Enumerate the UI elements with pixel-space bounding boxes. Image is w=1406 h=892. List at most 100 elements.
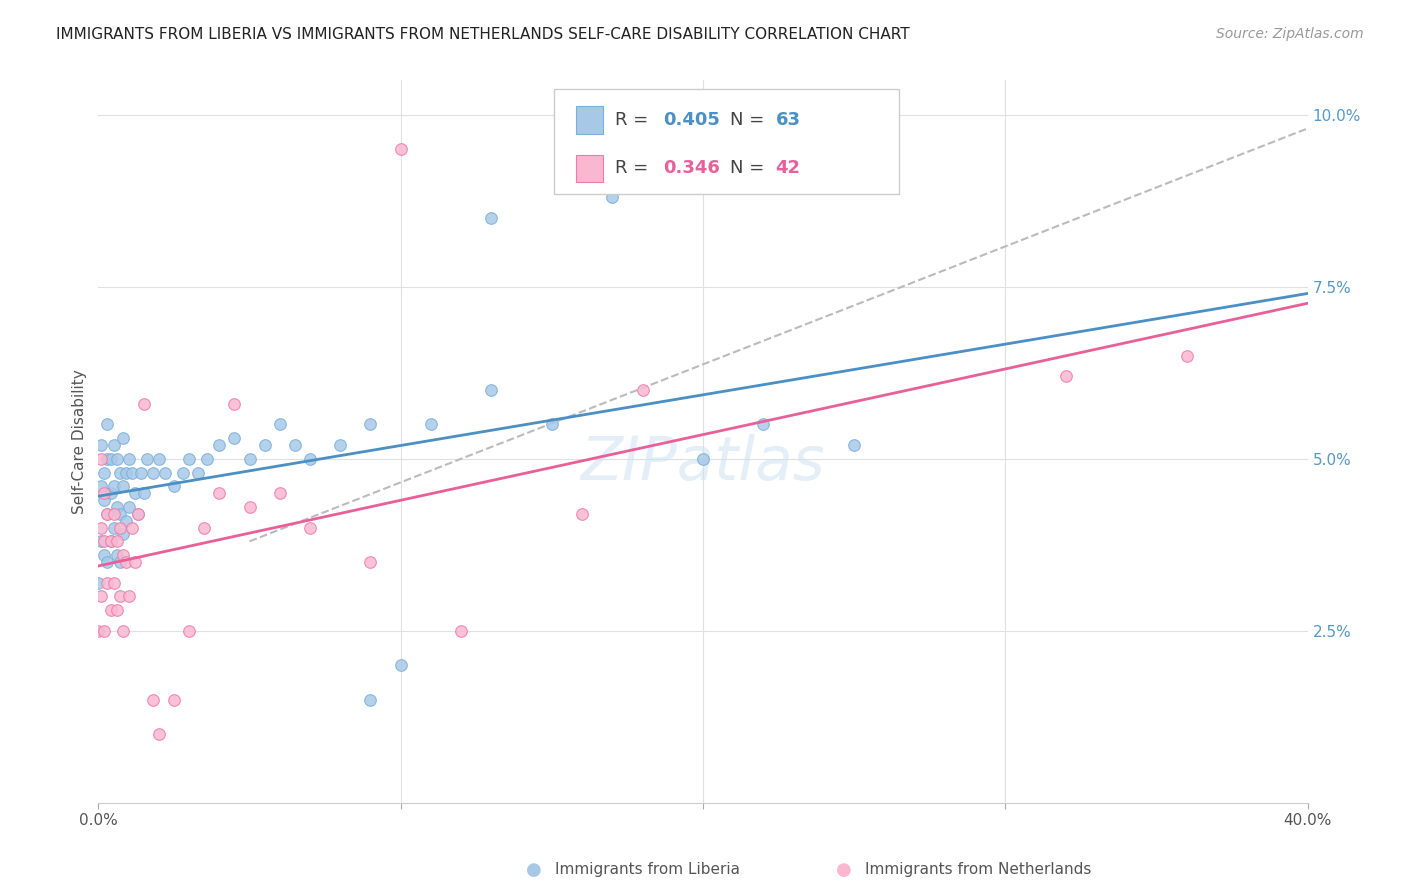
Point bbox=[111, 431, 134, 445]
Point bbox=[127, 507, 149, 521]
Point bbox=[105, 534, 128, 549]
Text: 0.346: 0.346 bbox=[664, 160, 720, 178]
Point bbox=[127, 507, 149, 521]
Point bbox=[103, 520, 125, 534]
Point bbox=[269, 486, 291, 500]
Point bbox=[121, 520, 143, 534]
Point bbox=[108, 507, 131, 521]
Point bbox=[179, 624, 201, 638]
Point bbox=[90, 451, 112, 466]
Point bbox=[96, 575, 118, 590]
Point bbox=[90, 590, 112, 604]
Point bbox=[571, 507, 593, 521]
Point bbox=[163, 692, 186, 706]
Point bbox=[103, 479, 125, 493]
Point bbox=[360, 555, 382, 569]
Point bbox=[752, 417, 775, 432]
Point bbox=[329, 438, 352, 452]
Point bbox=[142, 692, 165, 706]
Point bbox=[1175, 349, 1198, 363]
Point bbox=[87, 575, 110, 590]
Point bbox=[108, 590, 131, 604]
Point bbox=[389, 658, 412, 673]
Text: R =: R = bbox=[614, 111, 654, 129]
Point bbox=[108, 555, 131, 569]
Point bbox=[179, 451, 201, 466]
Point bbox=[132, 397, 155, 411]
Point bbox=[187, 466, 209, 480]
Point bbox=[148, 727, 170, 741]
Point bbox=[195, 451, 218, 466]
Text: ●: ● bbox=[526, 861, 543, 879]
Point bbox=[103, 438, 125, 452]
Point bbox=[299, 520, 322, 534]
Point bbox=[100, 534, 122, 549]
Point bbox=[132, 486, 155, 500]
Point bbox=[87, 624, 110, 638]
Point bbox=[93, 466, 115, 480]
Point bbox=[172, 466, 194, 480]
Point bbox=[153, 466, 176, 480]
Point bbox=[90, 479, 112, 493]
Point bbox=[299, 451, 322, 466]
Point bbox=[481, 211, 503, 225]
Point bbox=[118, 500, 141, 514]
Point bbox=[124, 486, 146, 500]
Point bbox=[360, 417, 382, 432]
Point bbox=[93, 534, 115, 549]
Text: IMMIGRANTS FROM LIBERIA VS IMMIGRANTS FROM NETHERLANDS SELF-CARE DISABILITY CORR: IMMIGRANTS FROM LIBERIA VS IMMIGRANTS FR… bbox=[56, 27, 910, 42]
Text: ●: ● bbox=[835, 861, 852, 879]
Y-axis label: Self-Care Disability: Self-Care Disability bbox=[72, 369, 87, 514]
Point bbox=[93, 486, 115, 500]
Text: 0.405: 0.405 bbox=[664, 111, 720, 129]
Point bbox=[118, 451, 141, 466]
Point bbox=[1054, 369, 1077, 384]
Point bbox=[602, 190, 624, 204]
Point bbox=[129, 466, 152, 480]
Point bbox=[269, 417, 291, 432]
Point bbox=[105, 603, 128, 617]
Point bbox=[93, 493, 115, 508]
Point bbox=[142, 466, 165, 480]
Text: Immigrants from Liberia: Immigrants from Liberia bbox=[555, 863, 741, 877]
Point bbox=[253, 438, 276, 452]
Point bbox=[96, 555, 118, 569]
Point bbox=[420, 417, 443, 432]
Point bbox=[844, 438, 866, 452]
Point bbox=[93, 548, 115, 562]
Point bbox=[96, 417, 118, 432]
Bar bbox=[576, 106, 603, 134]
Point bbox=[114, 514, 136, 528]
Text: 42: 42 bbox=[776, 160, 800, 178]
Point bbox=[108, 520, 131, 534]
Point bbox=[90, 534, 112, 549]
Point bbox=[105, 500, 128, 514]
Point bbox=[631, 383, 654, 397]
Point bbox=[239, 500, 262, 514]
Point bbox=[100, 451, 122, 466]
Point bbox=[105, 548, 128, 562]
Point bbox=[93, 624, 115, 638]
Bar bbox=[576, 154, 603, 182]
Point bbox=[114, 555, 136, 569]
Point bbox=[90, 520, 112, 534]
Point bbox=[450, 624, 472, 638]
Point bbox=[224, 397, 246, 411]
Point bbox=[100, 534, 122, 549]
Point bbox=[360, 692, 382, 706]
Point bbox=[135, 451, 157, 466]
Point bbox=[193, 520, 215, 534]
Point bbox=[105, 451, 128, 466]
Point bbox=[284, 438, 307, 452]
Point bbox=[124, 555, 146, 569]
Point bbox=[208, 438, 231, 452]
Point bbox=[111, 479, 134, 493]
Point bbox=[103, 575, 125, 590]
Text: Source: ZipAtlas.com: Source: ZipAtlas.com bbox=[1216, 27, 1364, 41]
Point bbox=[121, 466, 143, 480]
Point bbox=[239, 451, 262, 466]
Point bbox=[692, 451, 714, 466]
Point bbox=[100, 486, 122, 500]
Point bbox=[96, 507, 118, 521]
Point bbox=[111, 624, 134, 638]
